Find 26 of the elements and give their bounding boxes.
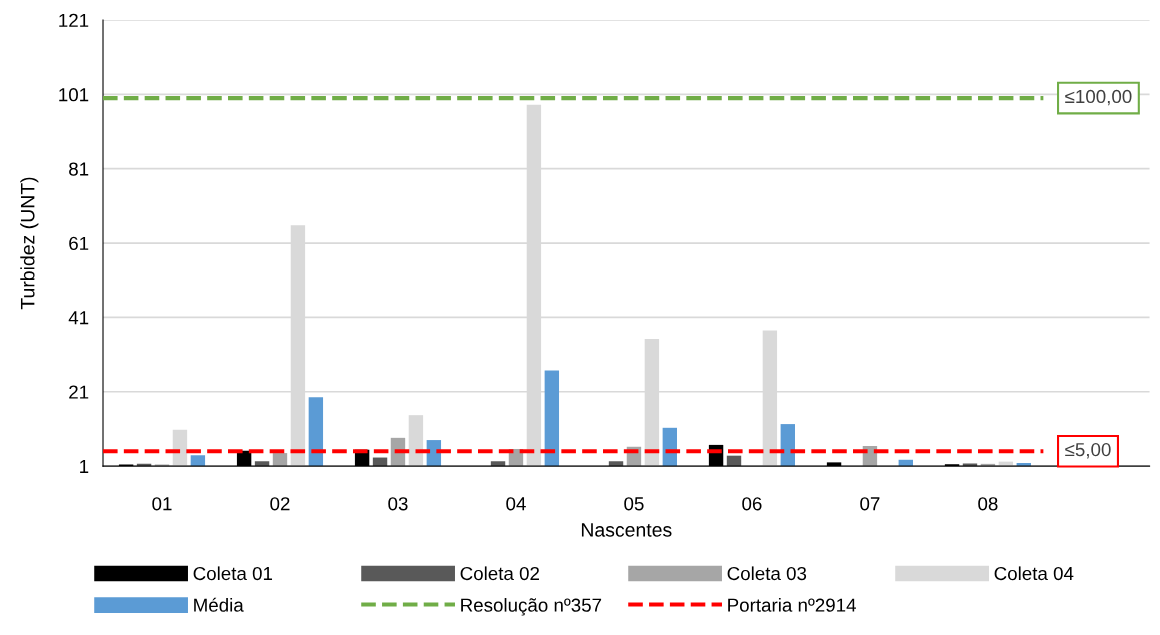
legend-label: Portaria nº2914 [728,598,856,612]
legend-label: Média [194,597,244,612]
y-tick-label: 1 [80,459,89,473]
x-tick-label: 04 [506,497,526,511]
x-tick-label: 01 [152,497,172,511]
x-tick-label: 05 [624,497,644,511]
y-axis-title: Turbidez (UNT) [20,177,39,310]
x-tick-label: 03 [388,497,408,511]
x-tick-label: 06 [742,497,762,511]
y-tick-label: 121 [59,13,89,27]
legend-label: Coleta 01 [193,566,273,581]
x-axis-title: Nascentes [581,523,672,537]
text: ≤5,00 [1065,442,1111,459]
x-tick-label: 07 [860,497,880,511]
y-tick-label: 81 [69,162,89,176]
legend-label: Coleta 03 [727,566,807,581]
y-tick-label: 21 [69,385,89,399]
y-tick-label: 101 [59,88,89,102]
y-tick-label: 61 [69,236,89,251]
legend-label: Coleta 04 [994,566,1074,581]
legend-label: Resolução nº357 [461,598,602,616]
x-tick-label: 02 [270,497,290,511]
y-tick-label: 41 [68,311,89,325]
legend-label: Coleta 02 [460,566,539,581]
text: ≤100,00 [1065,89,1132,106]
x-tick-label: 08 [978,497,998,511]
